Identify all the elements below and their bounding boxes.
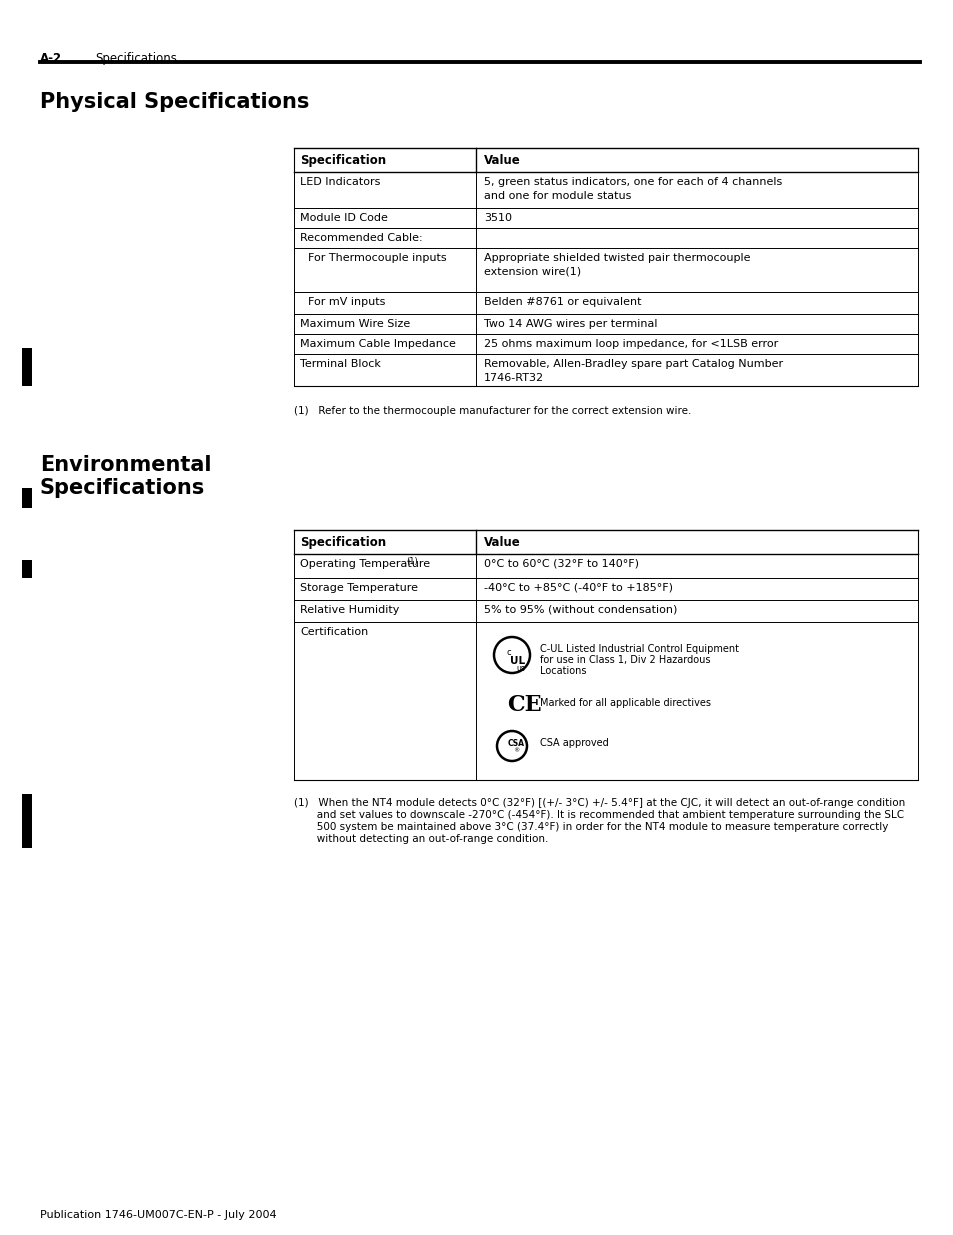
Text: 5, green status indicators, one for each of 4 channels: 5, green status indicators, one for each…	[483, 177, 781, 186]
Bar	[22, 348, 32, 387]
Text: CSA: CSA	[507, 739, 524, 748]
Text: LED Indicators: LED Indicators	[299, 177, 380, 186]
Text: Belden #8761 or equivalent: Belden #8761 or equivalent	[483, 296, 640, 308]
Text: for use in Class 1, Div 2 Hazardous: for use in Class 1, Div 2 Hazardous	[539, 655, 710, 664]
Text: (1)   When the NT4 module detects 0°C (32°F) [(+/- 3°C) +/- 5.4°F] at the CJC, i: (1) When the NT4 module detects 0°C (32°…	[294, 798, 904, 808]
Text: Value: Value	[483, 536, 520, 550]
Text: Removable, Allen-Bradley spare part Catalog Number: Removable, Allen-Bradley spare part Cata…	[483, 359, 782, 369]
Text: ®: ®	[513, 748, 518, 753]
Text: Environmental
Specifications: Environmental Specifications	[40, 454, 212, 498]
Text: (1): (1)	[406, 557, 417, 566]
Text: 1746-RT32: 1746-RT32	[483, 373, 543, 383]
Text: Module ID Code: Module ID Code	[299, 212, 388, 224]
Text: Marked for all applicable directives: Marked for all applicable directives	[539, 698, 710, 708]
Text: Value: Value	[483, 154, 520, 167]
Text: C-UL Listed Industrial Control Equipment: C-UL Listed Industrial Control Equipment	[539, 643, 739, 655]
Text: and one for module status: and one for module status	[483, 191, 631, 201]
Text: 5% to 95% (without condensation): 5% to 95% (without condensation)	[483, 605, 677, 615]
Text: For mV inputs: For mV inputs	[308, 296, 385, 308]
Text: and set values to downscale -270°C (-454°F). It is recommended that ambient temp: and set values to downscale -270°C (-454…	[294, 810, 903, 820]
Bar	[22, 488, 32, 508]
Text: A-2: A-2	[40, 52, 62, 65]
Text: (1)   Refer to the thermocouple manufacturer for the correct extension wire.: (1) Refer to the thermocouple manufactur…	[294, 406, 691, 416]
Text: extension wire(1): extension wire(1)	[483, 267, 580, 277]
Text: Specification: Specification	[299, 536, 386, 550]
Text: Maximum Wire Size: Maximum Wire Size	[299, 319, 410, 329]
Text: Terminal Block: Terminal Block	[299, 359, 380, 369]
Text: Publication 1746-UM007C-EN-P - July 2004: Publication 1746-UM007C-EN-P - July 2004	[40, 1210, 276, 1220]
Text: Recommended Cable:: Recommended Cable:	[299, 233, 422, 243]
Text: Appropriate shielded twisted pair thermocouple: Appropriate shielded twisted pair thermo…	[483, 253, 750, 263]
Bar	[22, 559, 32, 578]
Text: CSA approved: CSA approved	[539, 739, 608, 748]
Text: 500 system be maintained above 3°C (37.4°F) in order for the NT4 module to measu: 500 system be maintained above 3°C (37.4…	[294, 823, 887, 832]
Text: Maximum Cable Impedance: Maximum Cable Impedance	[299, 338, 456, 350]
Text: 25 ohms maximum loop impedance, for <1LSB error: 25 ohms maximum loop impedance, for <1LS…	[483, 338, 778, 350]
Text: Specifications: Specifications	[95, 52, 176, 65]
Text: Storage Temperature: Storage Temperature	[299, 583, 417, 593]
Text: Locations: Locations	[539, 666, 586, 676]
Text: Two 14 AWG wires per terminal: Two 14 AWG wires per terminal	[483, 319, 657, 329]
Text: us: us	[516, 664, 524, 673]
Text: 0°C to 60°C (32°F to 140°F): 0°C to 60°C (32°F to 140°F)	[483, 559, 639, 569]
Text: Operating Temperature: Operating Temperature	[299, 559, 430, 569]
Text: Physical Specifications: Physical Specifications	[40, 91, 309, 112]
Text: without detecting an out-of-range condition.: without detecting an out-of-range condit…	[294, 834, 548, 844]
Bar	[22, 794, 32, 848]
Text: Specification: Specification	[299, 154, 386, 167]
Text: c: c	[506, 648, 511, 657]
Text: -40°C to +85°C (-40°F to +185°F): -40°C to +85°C (-40°F to +185°F)	[483, 583, 672, 593]
Text: CE: CE	[506, 694, 541, 716]
Text: UL: UL	[510, 656, 524, 666]
Text: Certification: Certification	[299, 627, 368, 637]
Text: 3510: 3510	[483, 212, 512, 224]
Text: For Thermocouple inputs: For Thermocouple inputs	[308, 253, 446, 263]
Text: Relative Humidity: Relative Humidity	[299, 605, 399, 615]
